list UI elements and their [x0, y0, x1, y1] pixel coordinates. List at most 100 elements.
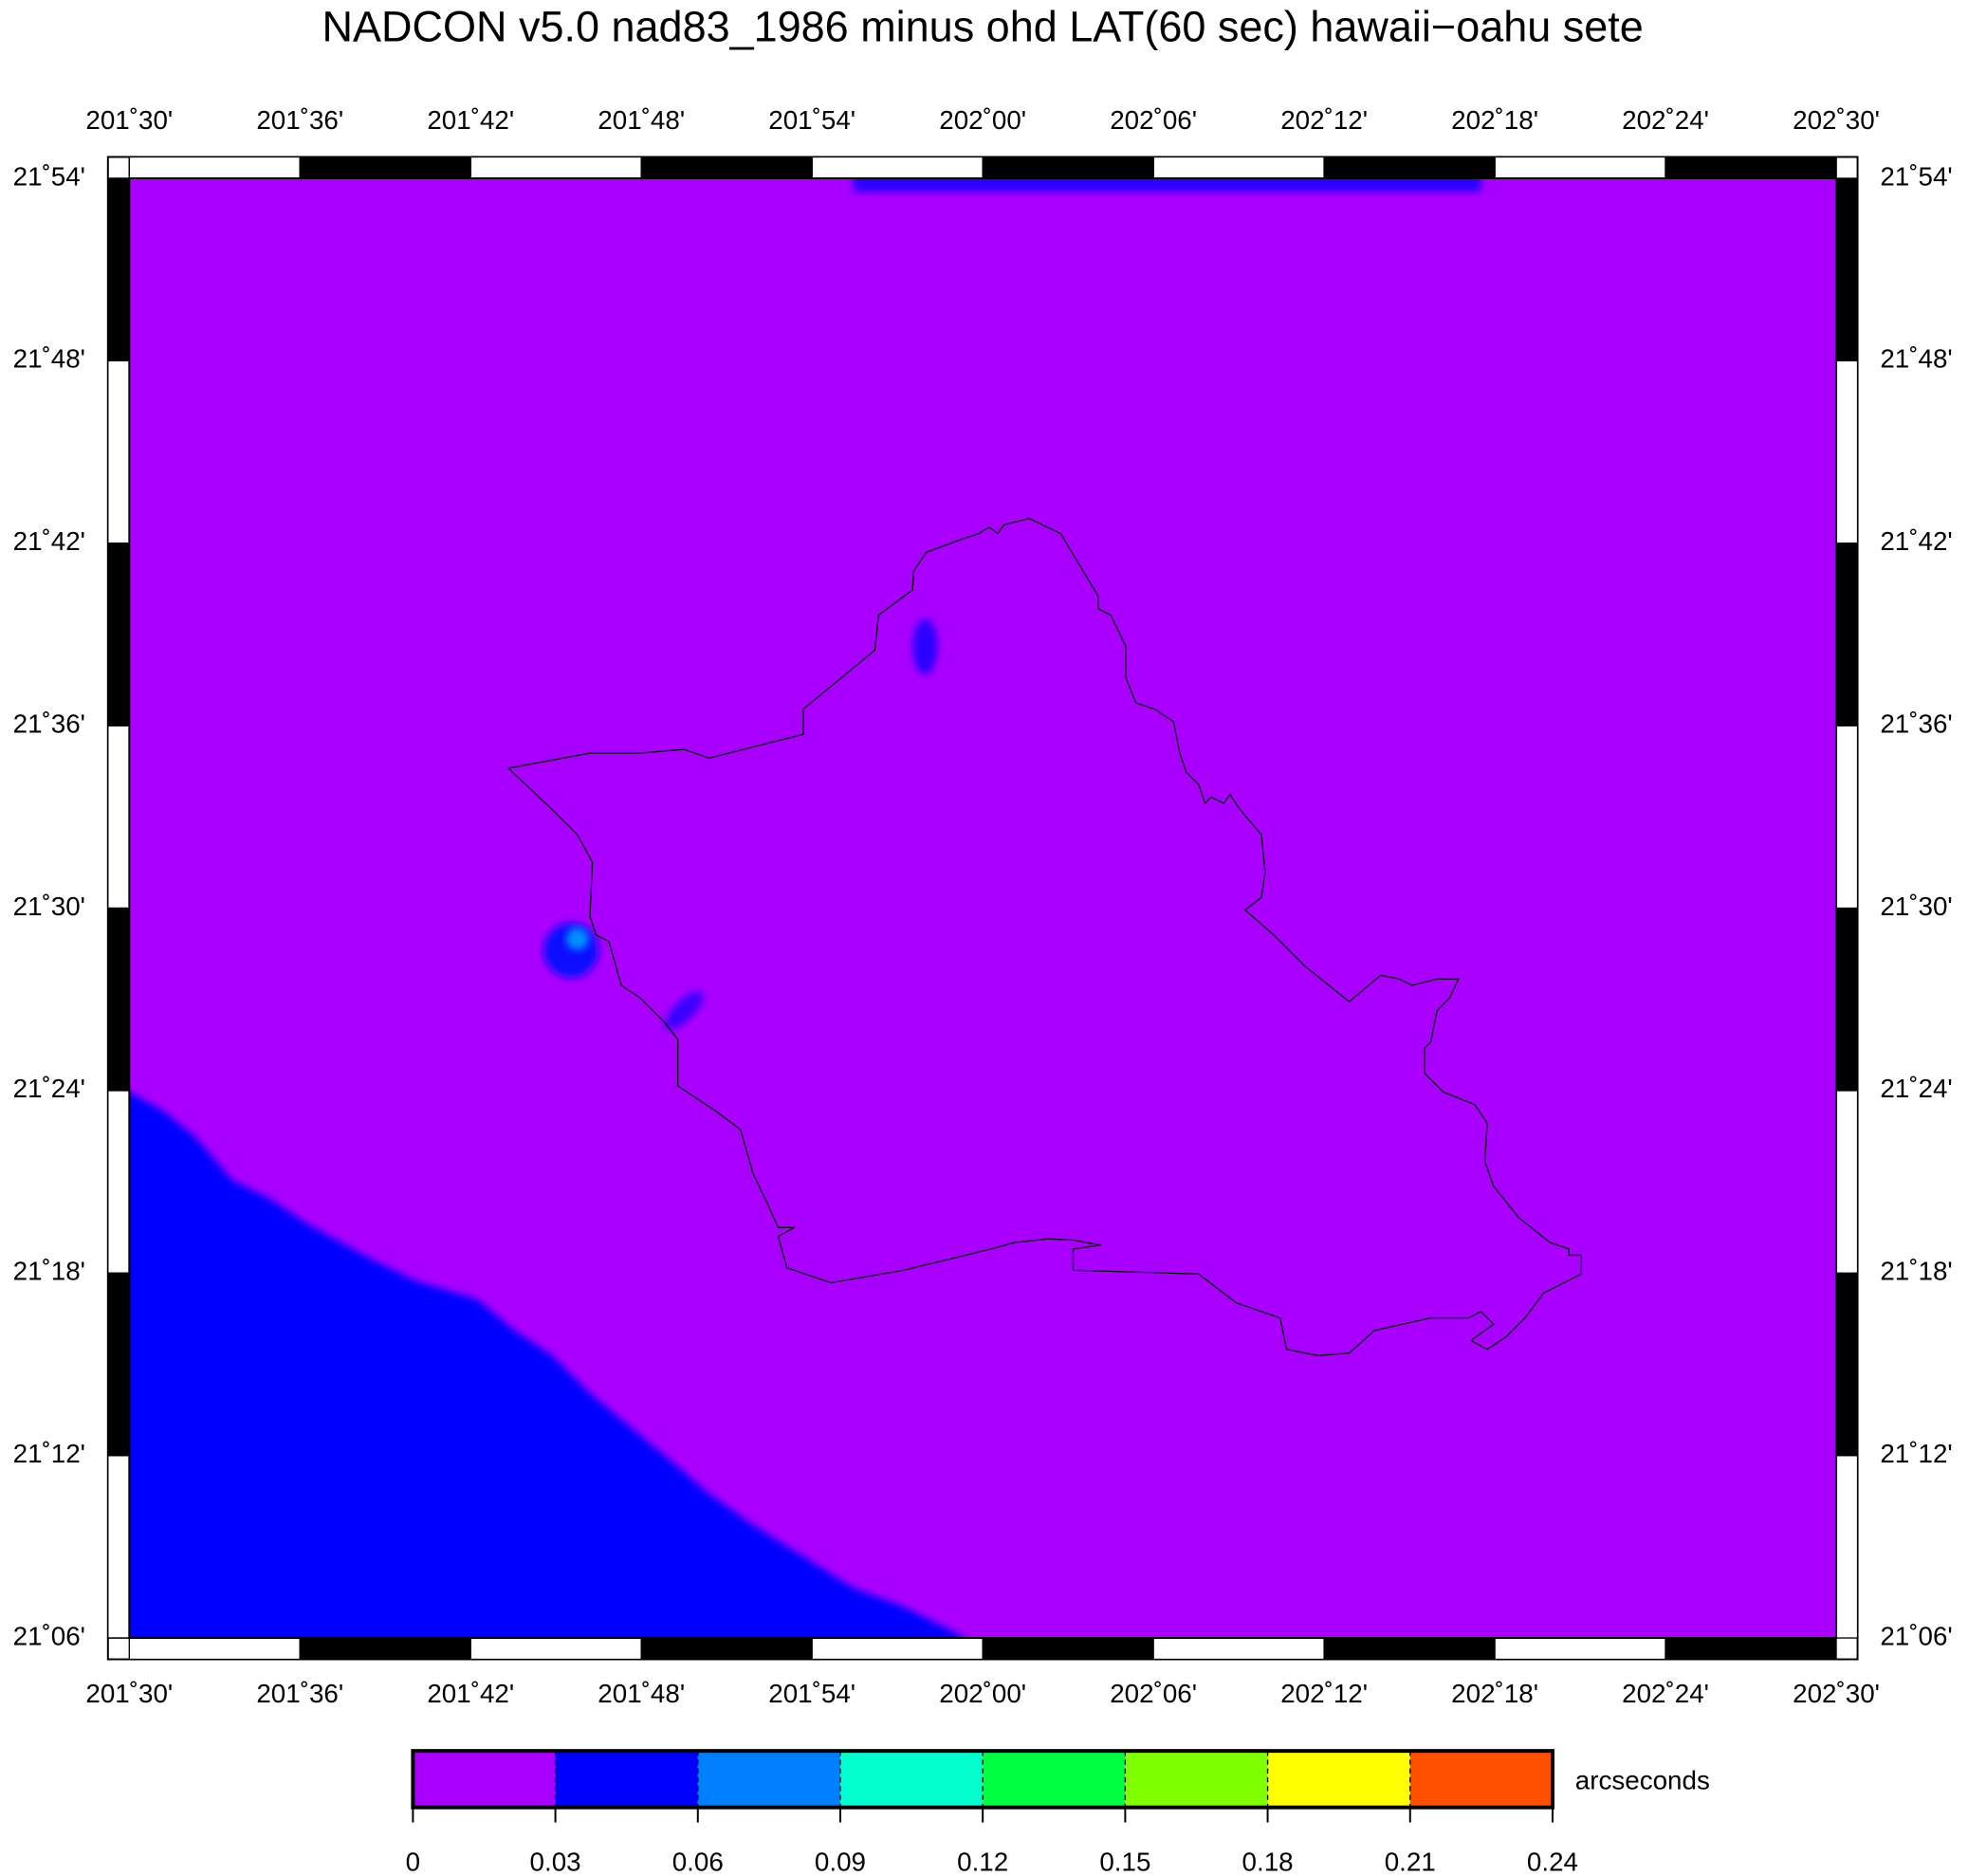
x-tick-label: 202˚30': [1793, 1679, 1880, 1708]
y-tick-label: 21˚24': [1880, 1074, 1952, 1103]
frame-segment: [1835, 177, 1859, 362]
colorbar-tick-label: 0.03: [530, 1848, 581, 1876]
frame-segment: [982, 156, 1154, 179]
frame-segment: [1494, 156, 1666, 179]
frame-segment: [1835, 359, 1859, 544]
frame-segment: [1665, 156, 1837, 179]
frame-segment: [107, 543, 130, 726]
y-tick-label: 21˚54': [1880, 161, 1952, 191]
y-tick-label: 21˚12': [1880, 1439, 1952, 1468]
field-region: [853, 177, 1481, 193]
x-tick-label: 202˚18': [1451, 1679, 1538, 1708]
frame-segment: [1323, 1637, 1496, 1661]
frame-segment: [1835, 1272, 1859, 1457]
frame-segment: [811, 1637, 984, 1661]
field-spot: [565, 928, 589, 950]
frame-segment: [299, 1637, 471, 1661]
y-tick-label: 21˚48': [13, 344, 85, 374]
y-tick-label: 21˚12': [13, 1439, 85, 1468]
frame-segment: [1323, 156, 1496, 179]
y-tick-label: 21˚30': [1880, 892, 1952, 921]
x-tick-label: 202˚30': [1793, 105, 1880, 135]
frame-segment: [1494, 1637, 1666, 1661]
frame-segment: [107, 1090, 130, 1274]
x-tick-label: 201˚54': [768, 105, 855, 135]
x-tick-label: 202˚24': [1622, 105, 1709, 135]
y-tick-label: 21˚30': [13, 892, 85, 921]
y-tick-label: 21˚06': [1880, 1621, 1952, 1650]
x-tick-label: 201˚36': [256, 105, 343, 135]
y-tick-label: 21˚18': [1880, 1257, 1952, 1286]
frame-segment: [128, 1637, 301, 1661]
x-tick-label: 202˚00': [939, 1679, 1026, 1708]
frame-segment: [107, 725, 130, 910]
y-tick-label: 21˚42': [1880, 526, 1952, 556]
y-tick-label: 21˚36': [13, 708, 85, 738]
colorbar-swatch: [413, 1751, 556, 1808]
frame-segment: [107, 1272, 130, 1457]
chart-title: NADCON v5.0 nad83_1986 minus ohd LAT(60 …: [322, 3, 1644, 51]
field: [129, 177, 1837, 1639]
field-region: [129, 1092, 964, 1639]
x-tick-label: 201˚36': [256, 1679, 343, 1708]
frame-segment: [107, 1454, 130, 1639]
x-tick-label: 202˚18': [1451, 105, 1538, 135]
y-tick-label: 21˚18': [13, 1257, 85, 1286]
frame-segment: [1835, 907, 1859, 1092]
x-tick-label: 201˚48': [598, 105, 685, 135]
y-tick-label: 21˚42': [13, 526, 85, 556]
colorbar-swatch: [697, 1751, 840, 1808]
colorbar-swatch: [1125, 1751, 1268, 1808]
x-tick-label: 201˚42': [427, 105, 514, 135]
y-tick-label: 21˚24': [13, 1074, 85, 1103]
colorbar-tick-label: 0: [406, 1848, 420, 1876]
colorbar-tick-label: 0.06: [672, 1848, 724, 1876]
frame-segment: [469, 156, 642, 179]
colorbar-tick-label: 0.18: [1242, 1848, 1294, 1876]
frame-segment: [1152, 1637, 1325, 1661]
x-tick-label: 202˚06': [1110, 105, 1197, 135]
x-tick-label: 202˚24': [1622, 1679, 1709, 1708]
field-spot: [665, 991, 704, 1030]
plot-border: [128, 176, 1838, 1640]
frame-segment: [107, 177, 130, 362]
frame-segment: [982, 1637, 1154, 1661]
frame-segment: [1835, 725, 1859, 910]
x-tick-label: 202˚12': [1280, 1679, 1368, 1708]
frame-segment: [107, 907, 130, 1092]
frame-segment: [1835, 543, 1859, 726]
frame-segment: [107, 359, 130, 544]
colorbar-swatch: [1409, 1751, 1553, 1808]
y-tick-label: 21˚48': [1880, 344, 1952, 374]
x-tick-label: 202˚00': [939, 105, 1026, 135]
frame-outline: [106, 156, 1859, 1661]
frame-segment: [811, 156, 984, 179]
colorbar-tick-label: 0.21: [1385, 1848, 1436, 1876]
x-tick-label: 201˚30': [85, 105, 173, 135]
tick-labels: 201˚30' 201˚30' 201˚36' 201˚36' 201˚42' 201˚4…: [13, 105, 1953, 1708]
frame-segment: [128, 156, 301, 179]
x-tick-label: 201˚48': [598, 1679, 685, 1708]
colorbar-border: [411, 1749, 1554, 1810]
colorbar-swatch: [1267, 1751, 1410, 1808]
x-tick-label: 202˚06': [1110, 1679, 1197, 1708]
frame-segment: [1152, 156, 1325, 179]
colorbar-label: arcseconds: [1575, 1766, 1710, 1795]
y-tick-label: 21˚06': [13, 1621, 85, 1650]
frame-segment: [1835, 1454, 1859, 1639]
colorbar-tick-label: 0.24: [1527, 1848, 1578, 1876]
field-spot: [912, 618, 938, 674]
x-tick-label: 202˚12': [1280, 105, 1368, 135]
frame-segment: [469, 1637, 642, 1661]
frame-segment: [299, 156, 471, 179]
colorbar-swatch: [983, 1751, 1126, 1808]
x-tick-label: 201˚54': [768, 1679, 855, 1708]
frame-segment: [1835, 1090, 1859, 1274]
x-tick-label: 201˚30': [85, 1679, 173, 1708]
colorbar: 0 0.03 0.06 0.09 0.12 0.15 0.18 0.21 0.24 arcseco…: [406, 1749, 1710, 1876]
frame: [106, 156, 1859, 1661]
frame-segment: [640, 1637, 813, 1661]
frame-segment: [640, 156, 813, 179]
